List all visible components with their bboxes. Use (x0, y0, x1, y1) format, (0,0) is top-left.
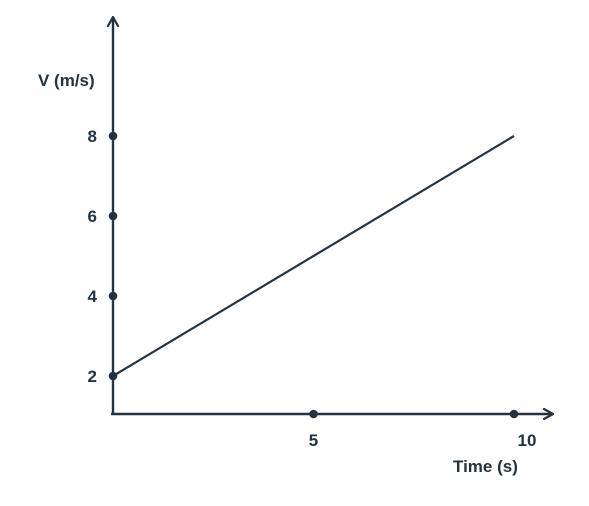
axes (111, 17, 553, 414)
y-tick-dot (108, 291, 118, 301)
y-tick-label: 4 (88, 287, 98, 306)
x-tick-dot (309, 409, 318, 419)
y-tick-dot (108, 211, 118, 221)
y-axis-title: V (m/s) (38, 71, 95, 90)
x-axis-title: Time (s) (453, 457, 518, 476)
series-line-0 (112, 135, 515, 377)
tick-layer: 2 4 6 8 5 10 (88, 127, 537, 450)
y-tick-label: 6 (88, 207, 97, 226)
x-tick-label: 10 (518, 431, 537, 450)
x-tick-dot (509, 409, 519, 419)
y-tick-dot (108, 131, 118, 141)
series-layer (112, 135, 515, 377)
y-tick-label: 2 (88, 367, 97, 386)
y-tick-label: 8 (88, 127, 97, 146)
x-tick-label: 5 (309, 431, 318, 450)
y-tick-dot (108, 371, 118, 381)
